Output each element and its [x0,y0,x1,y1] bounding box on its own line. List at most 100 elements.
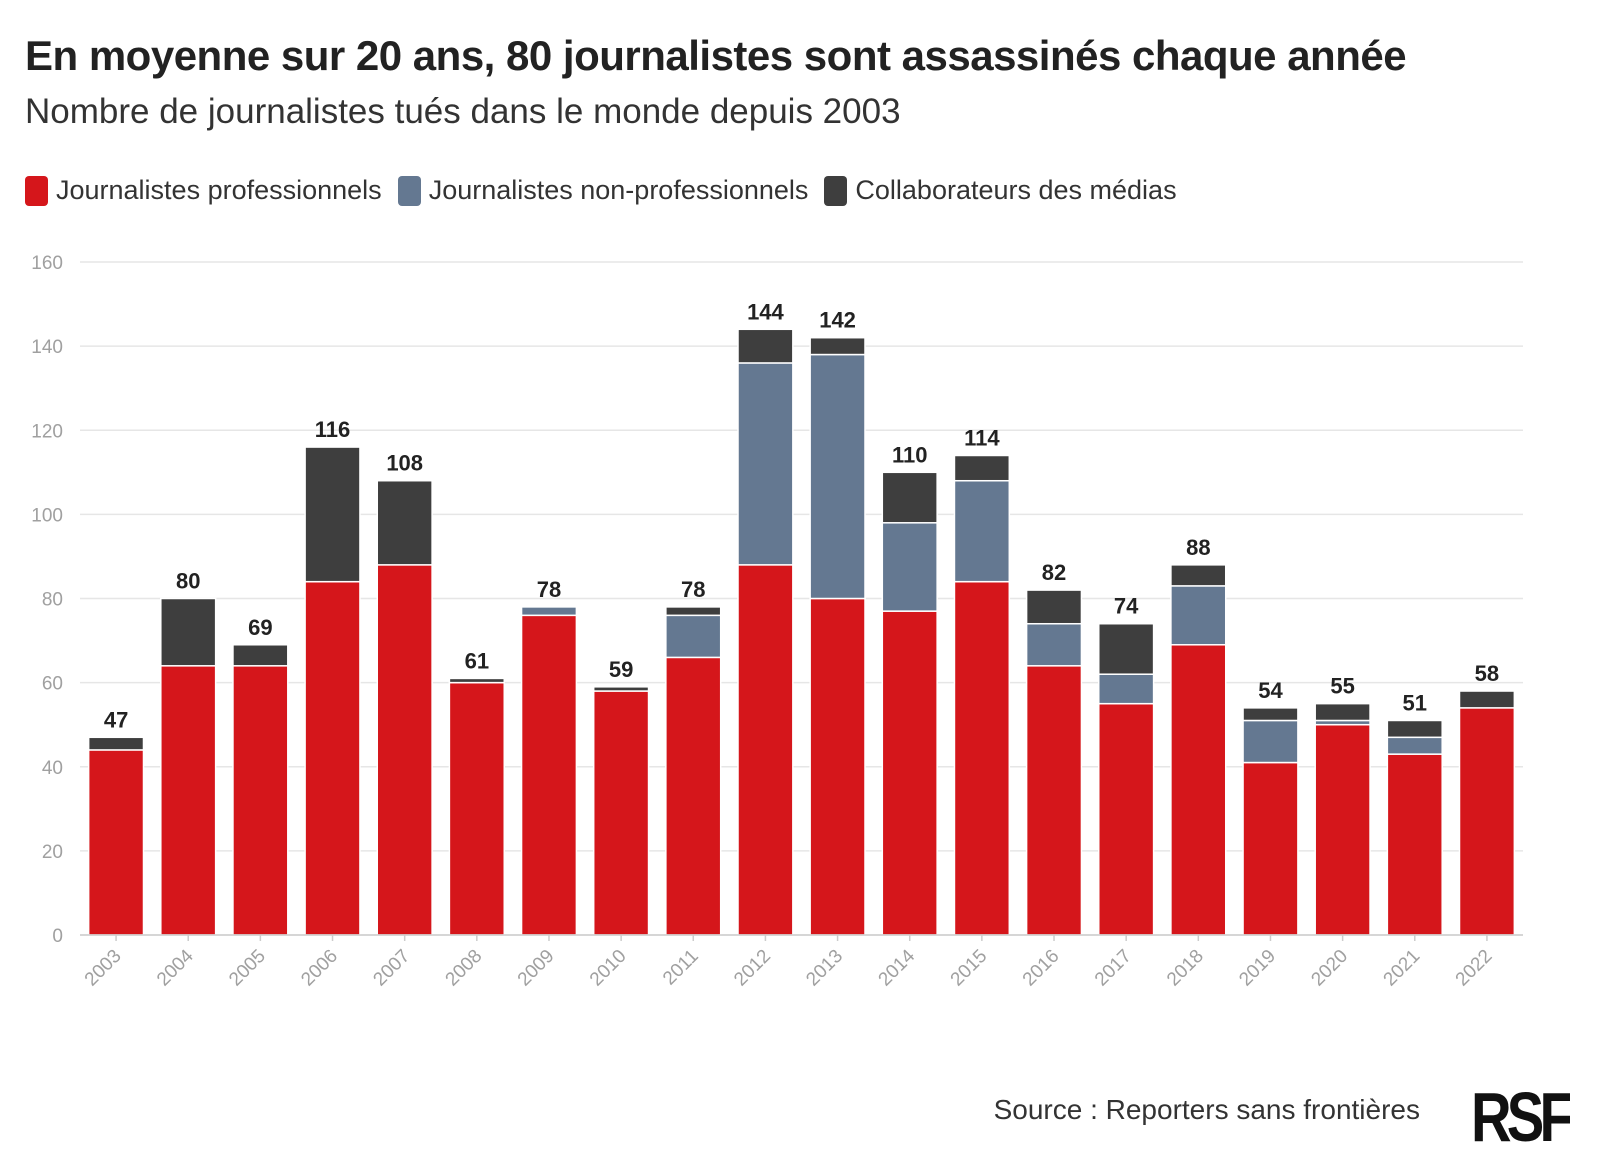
x-tick-label: 2012 [730,946,775,991]
bar-segment-professionnels [953,580,1011,936]
bar-total-label: 142 [819,308,856,333]
bar-segment-professionnels [87,749,145,936]
x-tick-label: 2009 [514,946,559,991]
bar-segment-non-professionnels [665,614,722,659]
bar-segment-professionnels [1170,644,1227,936]
bar-segment-non-professionnels [520,606,578,617]
x-tick-label: 2004 [153,945,198,990]
bar-segment-professionnels [881,610,938,936]
legend-swatch-professionnels [25,175,48,206]
bar-segment-professionnels [160,665,217,936]
chart-title: En moyenne sur 20 ans, 80 journalistes s… [25,32,1407,79]
bar-segment-professionnels [1458,707,1516,936]
x-tick-label: 2016 [1019,946,1064,991]
bar-segment-professionnels [304,580,361,936]
bar-segment-non-professionnels [1242,719,1299,764]
legend-label-collaborateurs: Collaborateurs des médias [855,175,1177,205]
bar-total-label: 144 [747,299,784,324]
x-tick-label: 2011 [659,946,703,990]
bar-segment-non-professionnels [1170,585,1227,646]
bar-segment-non-professionnels [1098,673,1155,705]
bar-total-label: 55 [1330,674,1354,699]
y-tick-label: 40 [42,758,63,779]
bar-segment-collaborateurs [448,677,505,684]
legend-label-professionnels: Journalistes professionnels [56,175,382,205]
y-tick-label: 20 [42,842,63,863]
bar-segment-collaborateurs [1458,690,1516,709]
bar-segment-non-professionnels [881,522,938,612]
x-tick-label: 2014 [875,945,920,990]
bar-segment-collaborateurs [665,606,722,617]
x-tick-label: 2018 [1163,946,1208,991]
x-tick-label: 2022 [1452,946,1497,991]
bar-total-label: 51 [1403,690,1427,715]
bar-segment-professionnels [1386,753,1443,936]
x-tick-label: 2020 [1307,946,1352,991]
bar-segment-professionnels [1098,702,1155,936]
svg-text:RSF: RSF [1471,1078,1570,1147]
bar-segment-collaborateurs [592,686,650,692]
legend-swatch-non-professionnels [397,175,421,206]
bar-segment-collaborateurs [1098,622,1155,675]
bar-segment-collaborateurs [737,328,794,364]
bar-segment-collaborateurs [304,446,361,583]
bar-total-label: 59 [609,657,633,682]
bar-segment-professionnels [1025,665,1083,936]
bar-total-label: 116 [315,417,351,442]
x-tick-label: 2006 [297,946,342,991]
bar-total-label: 78 [537,577,561,602]
bar-total-label: 54 [1258,678,1283,703]
rsf-logo: RSF [1471,1078,1570,1147]
bar-segment-professionnels [737,564,794,936]
chart-subtitle: Nombre de journalistes tués dans le mond… [25,92,901,131]
bar-total-label: 80 [176,569,200,594]
bar-segment-collaborateurs [1314,702,1371,722]
bar-segment-collaborateurs [809,336,866,356]
legend-swatch-collaborateurs [824,175,848,206]
stacked-bar-chart: 0 20 40 60 80 100 120 140 160 47 2003 80 2004 69 2005 1… [31,253,1523,991]
bar-total-label: 58 [1475,661,1499,686]
bar-segment-collaborateurs [232,644,289,667]
bar-segment-non-professionnels [1025,622,1083,667]
bar-total-label: 78 [681,577,705,602]
bar-segment-collaborateurs [1386,719,1443,739]
bar-total-label: 88 [1186,535,1210,560]
legend-item-collaborateurs: Collaborateurs des médias [824,175,1177,206]
bar-segment-collaborateurs [881,471,938,524]
bar-total-label: 69 [248,615,272,640]
bar-segment-non-professionnels [1386,736,1443,755]
y-tick-label: 0 [52,926,63,947]
bar-segment-professionnels [1242,761,1299,936]
x-tick-label: 2013 [802,946,847,991]
bar-segment-collaborateurs [87,736,145,751]
bar-segment-professionnels [232,665,289,936]
source-note: Source : Reporters sans frontières [993,1094,1420,1125]
legend: Journalistes professionnels Journalistes… [25,175,1193,206]
bar-segment-professionnels [809,597,866,936]
x-tick-label: 2019 [1235,946,1280,991]
x-tick-label: 2003 [81,946,126,991]
bar-segment-professionnels [520,614,578,936]
x-tick-label: 2005 [225,946,270,991]
bar-segment-professionnels [665,656,722,936]
bar-segment-collaborateurs [1242,707,1299,722]
y-tick-label: 80 [42,590,63,611]
x-tick-label: 2007 [369,946,414,991]
bar-segment-collaborateurs [376,479,433,566]
y-tick-label: 140 [31,337,63,358]
bar-segment-professionnels [592,690,650,936]
y-tick-label: 120 [31,421,63,442]
bar-total-label: 74 [1114,594,1139,619]
y-tick-label: 100 [31,505,63,526]
x-tick-label: 2010 [586,946,631,991]
bar-total-label: 61 [465,648,489,673]
bar-segment-non-professionnels [953,479,1011,583]
legend-item-non-professionnels: Journalistes non-professionnels [397,175,808,206]
bar-total-label: 108 [386,451,423,476]
legend-item-professionnels: Journalistes professionnels [25,175,382,206]
bar-segment-collaborateurs [1170,564,1227,587]
bar-segment-professionnels [1314,723,1371,936]
bar-total-label: 47 [104,707,128,732]
x-tick-label: 2017 [1091,946,1136,991]
bar-segment-collaborateurs [1025,589,1083,625]
